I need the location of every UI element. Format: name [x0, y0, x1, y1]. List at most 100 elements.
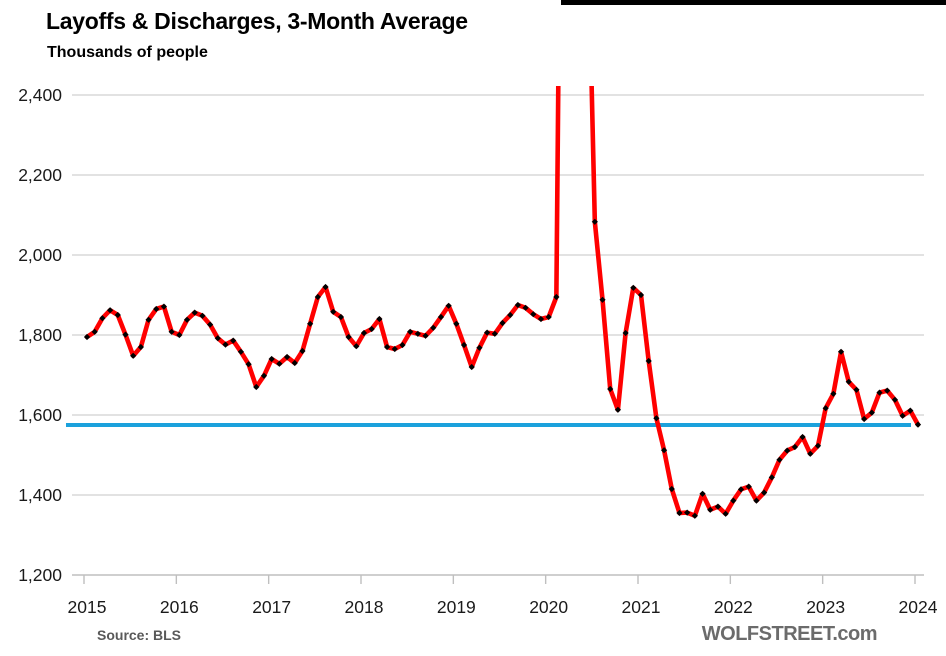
- x-tick-label: 2018: [345, 597, 384, 617]
- x-tick-label: 2016: [160, 597, 199, 617]
- data-point-marker: [491, 330, 498, 337]
- data-point-marker: [668, 485, 675, 493]
- data-point-marker: [445, 302, 452, 309]
- data-point-marker: [645, 357, 652, 365]
- data-point-marker: [130, 352, 137, 359]
- data-point-marker: [837, 348, 845, 355]
- data-point-marker: [253, 383, 260, 391]
- data-point-marker: [122, 331, 129, 338]
- data-point-marker: [907, 407, 914, 414]
- data-point-marker: [353, 343, 360, 350]
- data-point-marker: [460, 341, 468, 349]
- data-point-marker: [784, 447, 791, 454]
- data-point-marker: [106, 307, 114, 314]
- top-accent-bar: [561, 0, 946, 5]
- data-point-marker: [268, 355, 275, 363]
- data-point-marker: [914, 421, 922, 428]
- x-tick-label: 2015: [68, 597, 107, 617]
- data-point-marker: [884, 387, 891, 394]
- data-point-marker: [114, 311, 121, 319]
- data-point-marker: [322, 283, 329, 291]
- data-point-marker: [791, 443, 798, 451]
- data-point-marker: [453, 320, 460, 327]
- data-point-marker: [91, 328, 98, 335]
- x-tick-label: 2024: [899, 597, 938, 617]
- x-tick-label: 2017: [252, 597, 291, 617]
- x-tick-label: 2019: [437, 597, 476, 617]
- x-tick-label: 2021: [622, 597, 661, 617]
- x-tick-label: 2022: [714, 597, 753, 617]
- data-point-marker: [160, 303, 168, 310]
- data-point-marker: [422, 332, 429, 339]
- data-point-marker: [245, 361, 252, 368]
- data-point-marker: [845, 378, 852, 385]
- data-point-marker: [484, 329, 491, 336]
- data-point-marker: [861, 415, 868, 423]
- data-point-marker: [868, 409, 875, 416]
- data-point-marker: [283, 353, 291, 361]
- data-point-marker: [207, 321, 214, 328]
- data-point-marker: [260, 372, 268, 379]
- data-point-marker: [383, 343, 391, 351]
- y-tick-label: 1,800: [18, 325, 62, 345]
- data-point-marker: [199, 312, 206, 319]
- data-point-marker: [153, 305, 160, 313]
- data-point-marker: [168, 328, 175, 335]
- data-point-marker: [391, 345, 398, 353]
- y-tick-label: 2,200: [18, 165, 62, 185]
- data-point-marker: [376, 315, 383, 323]
- data-point-marker: [507, 311, 514, 319]
- data-point-marker: [237, 348, 244, 355]
- source-attribution: Source: BLS: [97, 627, 182, 643]
- data-point-marker: [807, 450, 814, 457]
- data-point-marker: [607, 385, 614, 393]
- data-point-marker: [183, 316, 191, 323]
- data-point-marker: [653, 415, 660, 422]
- data-point-marker: [614, 406, 622, 413]
- data-point-marker: [176, 331, 183, 339]
- data-point-marker: [145, 316, 152, 323]
- chart-title: Layoffs & Discharges, 3-Month Average: [46, 8, 468, 34]
- data-point-marker: [99, 315, 106, 322]
- data-point-marker: [830, 390, 837, 397]
- data-point-marker: [222, 341, 229, 348]
- data-point-marker: [499, 319, 506, 327]
- data-point-marker: [684, 509, 691, 516]
- data-point-marker: [345, 333, 352, 341]
- data-point-marker: [337, 313, 345, 321]
- y-tick-label: 1,400: [18, 485, 62, 505]
- data-point-marker: [307, 320, 314, 327]
- data-point-marker: [430, 324, 437, 331]
- data-point-marker: [437, 313, 445, 321]
- data-point-marker: [360, 329, 368, 337]
- x-tick-label: 2023: [806, 597, 845, 617]
- y-tick-label: 2,000: [18, 245, 62, 265]
- data-point-marker: [314, 293, 321, 301]
- data-point-marker: [822, 405, 829, 412]
- data-point-marker: [853, 386, 860, 393]
- data-point-marker: [522, 304, 529, 311]
- data-point-marker: [553, 293, 560, 301]
- data-point-marker: [191, 309, 198, 316]
- data-point-marker: [514, 301, 521, 309]
- data-point-marker: [630, 284, 637, 291]
- data-point-marker: [137, 343, 144, 351]
- data-point-marker: [330, 308, 337, 315]
- data-point-marker: [368, 325, 375, 333]
- data-point-marker: [230, 337, 237, 344]
- data-point-marker: [814, 442, 822, 449]
- data-point-marker: [691, 512, 698, 519]
- data-point-marker: [776, 456, 783, 463]
- data-point-marker: [737, 486, 745, 493]
- data-point-marker: [899, 412, 906, 419]
- data-point-marker: [591, 218, 598, 225]
- data-point-marker: [399, 341, 406, 349]
- data-point-marker: [714, 503, 722, 510]
- y-tick-label: 2,400: [18, 85, 62, 105]
- wolfstreet-brand: WOLFSTREET.com: [701, 623, 878, 645]
- data-point-marker: [530, 311, 537, 318]
- data-point-marker: [768, 474, 775, 481]
- data-point-marker: [799, 433, 806, 441]
